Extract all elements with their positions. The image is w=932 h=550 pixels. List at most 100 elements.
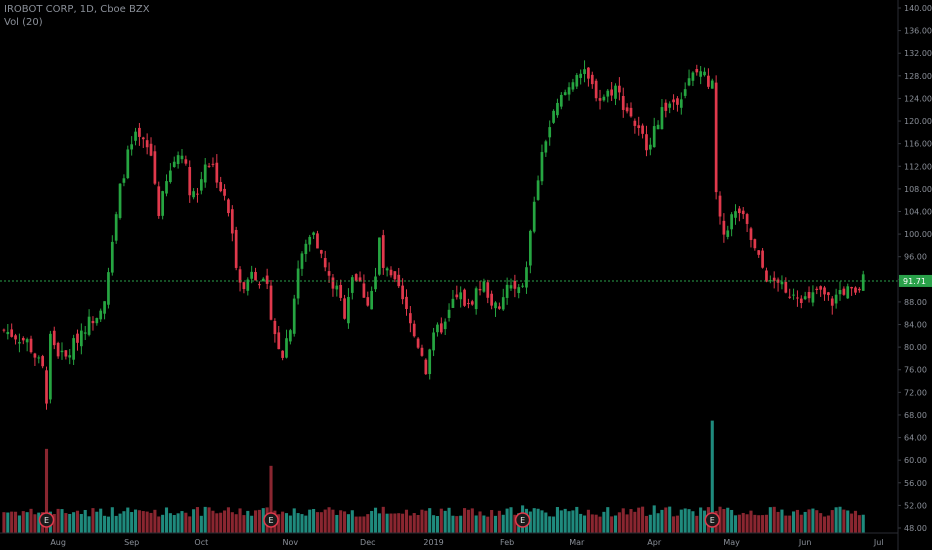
volume-bar xyxy=(157,516,161,533)
earnings-marker[interactable]: E xyxy=(38,512,55,528)
candle-body xyxy=(827,292,830,296)
volume-bar xyxy=(768,507,772,533)
volume-bar xyxy=(459,515,463,533)
candle-body xyxy=(811,292,815,303)
y-tick-label: 56.00 xyxy=(904,479,927,488)
candle-body xyxy=(157,186,161,216)
candle-body xyxy=(799,298,803,304)
candle-body xyxy=(571,82,575,90)
volume-bar xyxy=(13,511,18,533)
candle-body xyxy=(501,297,505,310)
volume-bar xyxy=(493,515,498,533)
volume-bar xyxy=(312,508,316,533)
candle-body xyxy=(776,279,780,283)
volume-bar xyxy=(474,515,478,533)
candle-body xyxy=(819,286,823,290)
candle-body xyxy=(250,271,254,279)
volume-bar xyxy=(95,511,99,533)
volume-bar xyxy=(327,507,331,533)
volume-bar xyxy=(737,514,741,533)
candle-body xyxy=(830,298,834,306)
candle-body xyxy=(780,281,784,285)
volume-bar xyxy=(75,510,80,533)
x-tick-label: 2019 xyxy=(423,538,443,547)
volume-bar xyxy=(296,513,300,533)
volume-bar xyxy=(246,510,250,533)
candle-body xyxy=(753,239,757,249)
volume-bar xyxy=(397,513,401,533)
volume-bar xyxy=(660,509,664,533)
candle-body xyxy=(110,241,114,273)
candle-body xyxy=(358,277,362,282)
volume-bar xyxy=(532,508,536,533)
volume-bar xyxy=(29,508,33,533)
volume-bar xyxy=(17,515,21,533)
volume-bar xyxy=(621,508,625,533)
volume-bar xyxy=(606,507,610,533)
y-tick-label: 72.00 xyxy=(904,388,927,397)
volume-bar xyxy=(819,513,823,533)
volume-bar xyxy=(2,512,6,533)
candle-body xyxy=(470,301,474,305)
candle-body xyxy=(397,274,401,287)
candle-body xyxy=(281,350,284,358)
candle-body xyxy=(323,258,327,268)
candle-body xyxy=(21,337,25,341)
volume-bar xyxy=(842,509,846,533)
candle-body xyxy=(122,178,126,183)
candle-body xyxy=(540,152,544,182)
candle-body xyxy=(277,332,281,350)
volume-bar xyxy=(799,514,803,533)
x-tick-label: Jul xyxy=(873,538,884,547)
candle-body xyxy=(854,287,857,293)
volume-bar xyxy=(761,515,765,533)
earnings-marker-circle xyxy=(704,512,721,528)
x-tick-label: Apr xyxy=(647,538,662,547)
volume-bar xyxy=(346,514,350,533)
candle-body xyxy=(474,288,478,310)
candle-body xyxy=(590,74,594,85)
volume-bar xyxy=(447,507,451,533)
candle-body xyxy=(559,94,563,107)
y-tick-label: 124.00 xyxy=(904,94,932,103)
earnings-marker[interactable]: E xyxy=(704,512,721,528)
candle-body xyxy=(118,183,122,218)
candle-body xyxy=(76,333,79,343)
volume-bar xyxy=(37,512,41,533)
candle-body xyxy=(563,92,567,96)
candle-body xyxy=(227,199,230,214)
volume-bar xyxy=(788,515,792,533)
volume-bar xyxy=(722,509,726,533)
candle-body xyxy=(648,144,652,150)
volume-bar xyxy=(52,514,56,533)
candle-body xyxy=(629,107,633,117)
volume-bar xyxy=(226,507,230,533)
candle-body xyxy=(861,274,865,291)
volume-bar xyxy=(60,509,64,533)
candle-body xyxy=(18,342,21,344)
candle-body xyxy=(405,296,408,310)
earnings-marker[interactable]: E xyxy=(514,512,531,528)
volume-bar xyxy=(567,511,571,533)
volume-bars xyxy=(2,420,865,533)
y-tick-label: 96.00 xyxy=(904,253,927,262)
volume-bar xyxy=(366,514,370,533)
x-tick-label: Feb xyxy=(500,538,514,547)
candle-body xyxy=(203,164,207,183)
candle-body xyxy=(316,233,319,249)
volume-bar xyxy=(652,505,656,533)
volume-bar xyxy=(207,507,211,533)
volume-bar xyxy=(257,509,261,533)
candle-body xyxy=(308,236,312,245)
candle-body xyxy=(633,120,637,126)
volume-bar xyxy=(850,513,854,533)
candle-body xyxy=(165,181,168,194)
candle-body xyxy=(428,349,432,375)
x-tick-label: Jun xyxy=(798,538,812,547)
candle-body xyxy=(10,329,14,337)
volume-bar xyxy=(509,507,513,533)
volume-bar xyxy=(702,510,707,533)
earnings-marker[interactable]: E xyxy=(263,512,279,528)
